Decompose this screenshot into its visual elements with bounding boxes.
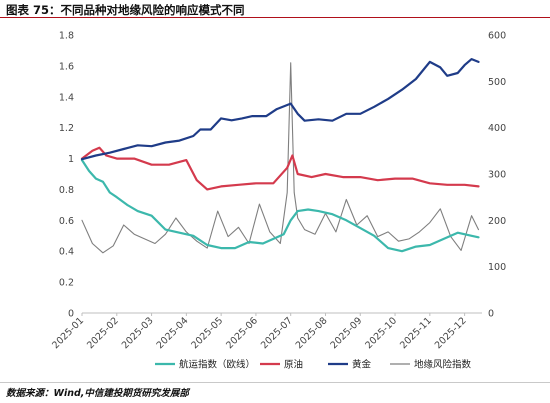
x-axis-tick-label: 2025-10 — [363, 315, 399, 351]
x-axis-tick-label: 2025-01 — [50, 315, 86, 351]
x-axis-tick-label: 2025-05 — [189, 315, 225, 351]
left-axis-tick-label: 0.4 — [59, 247, 74, 258]
x-axis-tick-label: 2025-11 — [398, 315, 434, 351]
legend-item-oil-label: 原油 — [284, 359, 303, 371]
gold-line — [80, 57, 480, 161]
left-axis-tick-label: 1.8 — [59, 31, 74, 42]
series-layer — [80, 57, 480, 254]
x-axis-tick-label: 2025-12 — [433, 315, 469, 351]
left-axis-tick-label: 0.6 — [59, 216, 74, 227]
title-bar: 图表 75：不同品种对地缘风险的响应模式不同 — [0, 0, 550, 18]
left-axis-tick-label: 1.6 — [59, 61, 74, 72]
right-axis-tick-label: 300 — [488, 170, 506, 181]
x-axis-tick-label: 2025-08 — [294, 315, 330, 351]
right-axis-tick-label: 500 — [488, 77, 506, 88]
left-axis-tick-label: 1.4 — [59, 92, 74, 103]
x-axis-tick-label: 2025-02 — [85, 315, 121, 351]
x-axis-tick-label: 2025-07 — [259, 315, 295, 351]
right-axis-tick-label: 600 — [488, 31, 506, 42]
x-axis-tick-label: 2025-03 — [120, 315, 156, 351]
chart: 0 0.2 0.4 0.6 0.8 1 1.2 1.4 1.6 1.8 0 100 200 300 400 5… — [50, 31, 506, 371]
left-axis-tick-label: 0 — [68, 309, 74, 320]
left-axis-tick-label: 0.2 — [59, 278, 74, 289]
x-axis-tick-label: 2025-09 — [329, 315, 365, 351]
right-axis-tick-label: 200 — [488, 216, 506, 227]
right-axis-tick-label: 400 — [488, 123, 506, 134]
axes: 0 0.2 0.4 0.6 0.8 1 1.2 1.4 1.6 1.8 0 100 200 300 400 5… — [50, 31, 506, 352]
figure-title: 图表 75：不同品种对地缘风险的响应模式不同 — [6, 3, 245, 17]
legend-item-geo-risk-label: 地缘风险指数 — [414, 359, 472, 371]
right-axis-tick-label: 100 — [488, 262, 506, 273]
left-axis-tick-label: 1 — [68, 154, 74, 165]
right-axis-tick-label: 0 — [488, 309, 494, 320]
freight-index-line — [80, 159, 480, 253]
legend: 航运指数（欧线） 原油 黄金 地缘风险指数 — [155, 359, 472, 371]
x-axis-tick-label: 2025-04 — [155, 315, 191, 351]
x-axis-tick-label: 2025-06 — [224, 315, 260, 351]
oil-line — [80, 146, 480, 191]
source-note: 数据来源：Wind,中信建投期货研究发展部 — [6, 388, 189, 399]
left-axis-tick-label: 1.2 — [59, 123, 74, 134]
legend-item-gold-label: 黄金 — [352, 359, 372, 371]
legend-item-freight-label: 航运指数（欧线） — [179, 359, 255, 371]
geo-risk-index-line — [81, 62, 480, 254]
footer-rule — [0, 382, 550, 383]
left-axis-tick-label: 0.8 — [59, 185, 74, 196]
